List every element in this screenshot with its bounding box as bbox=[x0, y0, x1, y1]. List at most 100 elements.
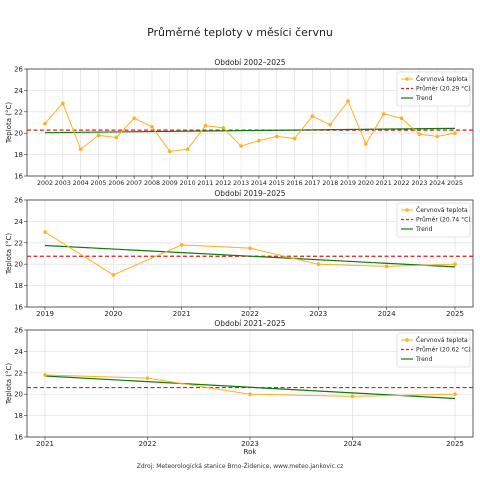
x-tick-label: 2017 bbox=[304, 180, 320, 187]
legend-label-trend: Trend bbox=[415, 95, 433, 102]
x-tick-label: 2023 bbox=[241, 440, 259, 448]
x-tick-label: 2013 bbox=[233, 180, 249, 187]
legend-label-trend: Trend bbox=[415, 226, 433, 233]
plot-frame bbox=[26, 68, 474, 177]
x-tick-label: 2019 bbox=[340, 180, 356, 187]
data-point bbox=[257, 138, 261, 143]
x-tick-label: 2012 bbox=[215, 180, 231, 187]
x-tick-label: 2020 bbox=[358, 180, 374, 187]
legend-label-series: Červnová teplota bbox=[416, 337, 468, 344]
data-point bbox=[248, 392, 252, 397]
y-axis-label: Teplota (°C) bbox=[5, 233, 13, 275]
x-tick-label: 2010 bbox=[180, 180, 196, 187]
data-point bbox=[78, 147, 83, 152]
data-point bbox=[435, 134, 439, 139]
y-tick-label: 18 bbox=[14, 151, 23, 159]
chart-title: Období 2019–2025 bbox=[214, 189, 285, 198]
x-tick-label: 2006 bbox=[108, 180, 124, 187]
legend: Červnová teplota Průměr (20.74 °C) Trend bbox=[396, 202, 471, 238]
y-tick-label: 18 bbox=[14, 282, 23, 290]
data-point bbox=[453, 392, 457, 397]
x-tick-label: 2023 bbox=[309, 310, 327, 318]
y-tick-label: 24 bbox=[14, 87, 23, 95]
source-note: Zdroj: Meteorologická stanice Brno-Židen… bbox=[136, 463, 344, 470]
data-point bbox=[43, 230, 47, 234]
y-tick-label: 22 bbox=[14, 369, 23, 377]
y-tick-label: 20 bbox=[14, 261, 23, 269]
data-point bbox=[310, 114, 315, 118]
data-point bbox=[316, 262, 321, 267]
x-tick-label: 2016 bbox=[287, 180, 303, 187]
x-tick-label: 2021 bbox=[376, 180, 392, 187]
legend-box bbox=[396, 202, 471, 238]
data-point bbox=[221, 126, 226, 130]
y-tick-label: 20 bbox=[14, 130, 23, 138]
legend-marker bbox=[405, 208, 409, 212]
data-point bbox=[364, 142, 368, 146]
data-point bbox=[274, 134, 279, 139]
y-tick-label: 22 bbox=[14, 239, 23, 247]
data-point bbox=[248, 246, 252, 250]
x-tick-label: 2025 bbox=[446, 440, 464, 448]
series-line bbox=[44, 100, 456, 152]
trend-line bbox=[44, 127, 456, 134]
data-point bbox=[132, 116, 136, 121]
data-point bbox=[145, 376, 150, 380]
trend-line bbox=[44, 244, 456, 268]
legend: Červnová teplota Průměr (20.62 °C) Trend bbox=[396, 332, 471, 368]
x-tick-label: 2015 bbox=[269, 180, 285, 187]
data-point bbox=[399, 116, 404, 121]
x-tick-label: 2019 bbox=[36, 310, 54, 318]
x-tick-label: 2018 bbox=[322, 180, 338, 187]
x-tick-label: 2002 bbox=[37, 180, 53, 187]
legend-box bbox=[396, 71, 471, 107]
x-tick-label: 2024 bbox=[378, 310, 396, 318]
legend-label-series: Červnová teplota bbox=[416, 207, 468, 214]
y-tick-label: 24 bbox=[14, 348, 23, 356]
x-tick-label: 2024 bbox=[429, 180, 445, 187]
legend-marker bbox=[405, 338, 409, 342]
data-point bbox=[96, 133, 101, 138]
x-tick-label: 2024 bbox=[344, 440, 362, 448]
x-axis-label: Rok bbox=[244, 448, 258, 456]
x-tick-label: 2022 bbox=[241, 310, 259, 318]
data-point bbox=[381, 112, 386, 116]
data-point bbox=[61, 101, 65, 106]
figure-title: Průměrné teploty v měsíci červnu bbox=[147, 26, 333, 39]
x-tick-label: 2011 bbox=[197, 180, 213, 187]
data-point bbox=[185, 147, 190, 152]
y-tick-label: 24 bbox=[14, 218, 23, 226]
x-tick-label: 2014 bbox=[251, 180, 267, 187]
legend-label-series: Červnová teplota bbox=[416, 76, 468, 83]
legend-box bbox=[396, 332, 471, 368]
data-point bbox=[179, 243, 184, 247]
data-point bbox=[453, 262, 457, 267]
data-point bbox=[43, 373, 47, 377]
x-tick-label: 2022 bbox=[139, 440, 157, 448]
y-tick-label: 18 bbox=[14, 412, 23, 420]
y-tick-label: 16 bbox=[14, 304, 23, 312]
data-point bbox=[384, 264, 389, 269]
data-point bbox=[203, 123, 208, 128]
y-tick-label: 26 bbox=[14, 327, 23, 335]
legend-label-mean: Průměr (20.62 °C) bbox=[416, 347, 471, 354]
legend-marker bbox=[405, 77, 409, 81]
legend-label-mean: Průměr (20.29 °C) bbox=[416, 86, 471, 93]
x-tick-label: 2003 bbox=[55, 180, 71, 187]
x-tick-label: 2025 bbox=[447, 180, 463, 187]
data-point bbox=[417, 132, 422, 137]
x-tick-label: 2021 bbox=[173, 310, 191, 318]
legend-label-mean: Průměr (20.74 °C) bbox=[416, 217, 471, 224]
x-tick-label: 2009 bbox=[162, 180, 178, 187]
x-tick-label: 2007 bbox=[126, 180, 142, 187]
y-axis-label: Teplota (°C) bbox=[5, 363, 13, 405]
x-tick-label: 2008 bbox=[144, 180, 160, 187]
x-tick-label: 2004 bbox=[73, 180, 89, 187]
y-tick-label: 16 bbox=[14, 173, 23, 181]
y-tick-label: 26 bbox=[14, 66, 23, 74]
x-tick-label: 2020 bbox=[104, 310, 122, 318]
